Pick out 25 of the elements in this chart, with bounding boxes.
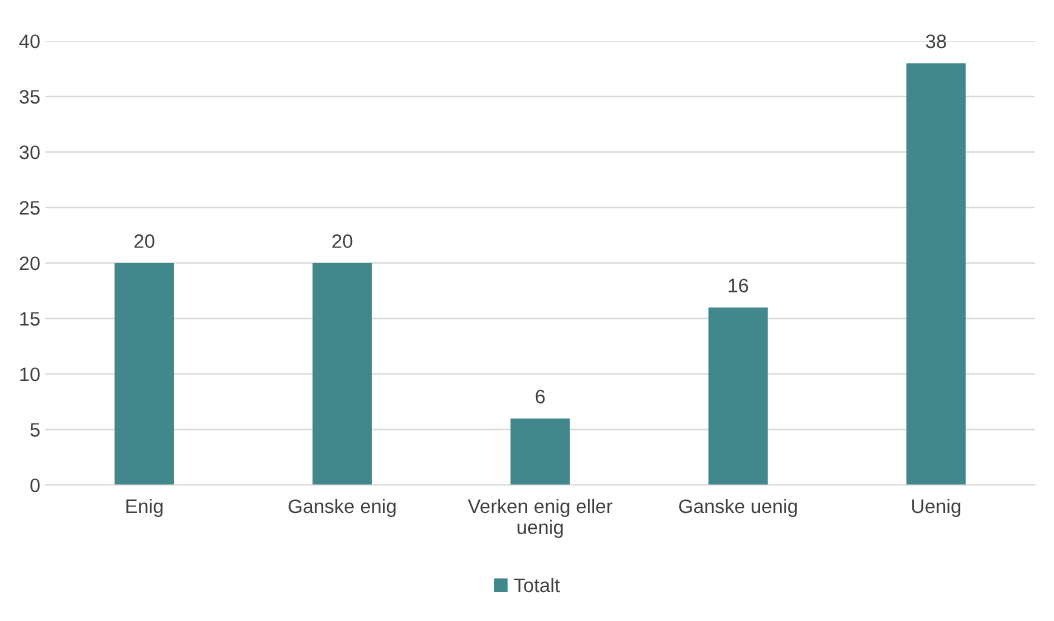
data-label: 20 xyxy=(134,234,155,249)
x-tick-label: Verken enig eller uenig xyxy=(467,498,613,538)
data-label: 16 xyxy=(728,278,749,293)
x-tick-label: Enig xyxy=(126,498,163,518)
x-tick-label: Uenig xyxy=(912,498,961,518)
y-tick-label: 20 xyxy=(19,256,40,271)
y-tick-label: 15 xyxy=(20,312,40,326)
bar xyxy=(906,63,966,485)
y-tick-label: 35 xyxy=(19,89,40,104)
x-tick-label: Ganske enig xyxy=(288,498,396,518)
y-tick-label: 10 xyxy=(20,367,40,382)
data-label: 20 xyxy=(332,234,353,249)
data-label: 6 xyxy=(535,389,545,404)
bar xyxy=(114,262,174,485)
x-tick-label: Ganske uenig xyxy=(679,498,797,518)
bar xyxy=(312,262,372,485)
y-tick-label: 5 xyxy=(30,423,40,437)
bar xyxy=(510,418,570,485)
y-tick-label: 40 xyxy=(19,34,40,49)
y-tick-label: 25 xyxy=(19,200,40,215)
y-tick-label: 30 xyxy=(19,145,40,160)
y-tick-label: 0 xyxy=(30,478,40,493)
legend-label: Totalt xyxy=(513,577,560,593)
bar xyxy=(708,307,768,485)
data-label: 38 xyxy=(925,34,947,49)
